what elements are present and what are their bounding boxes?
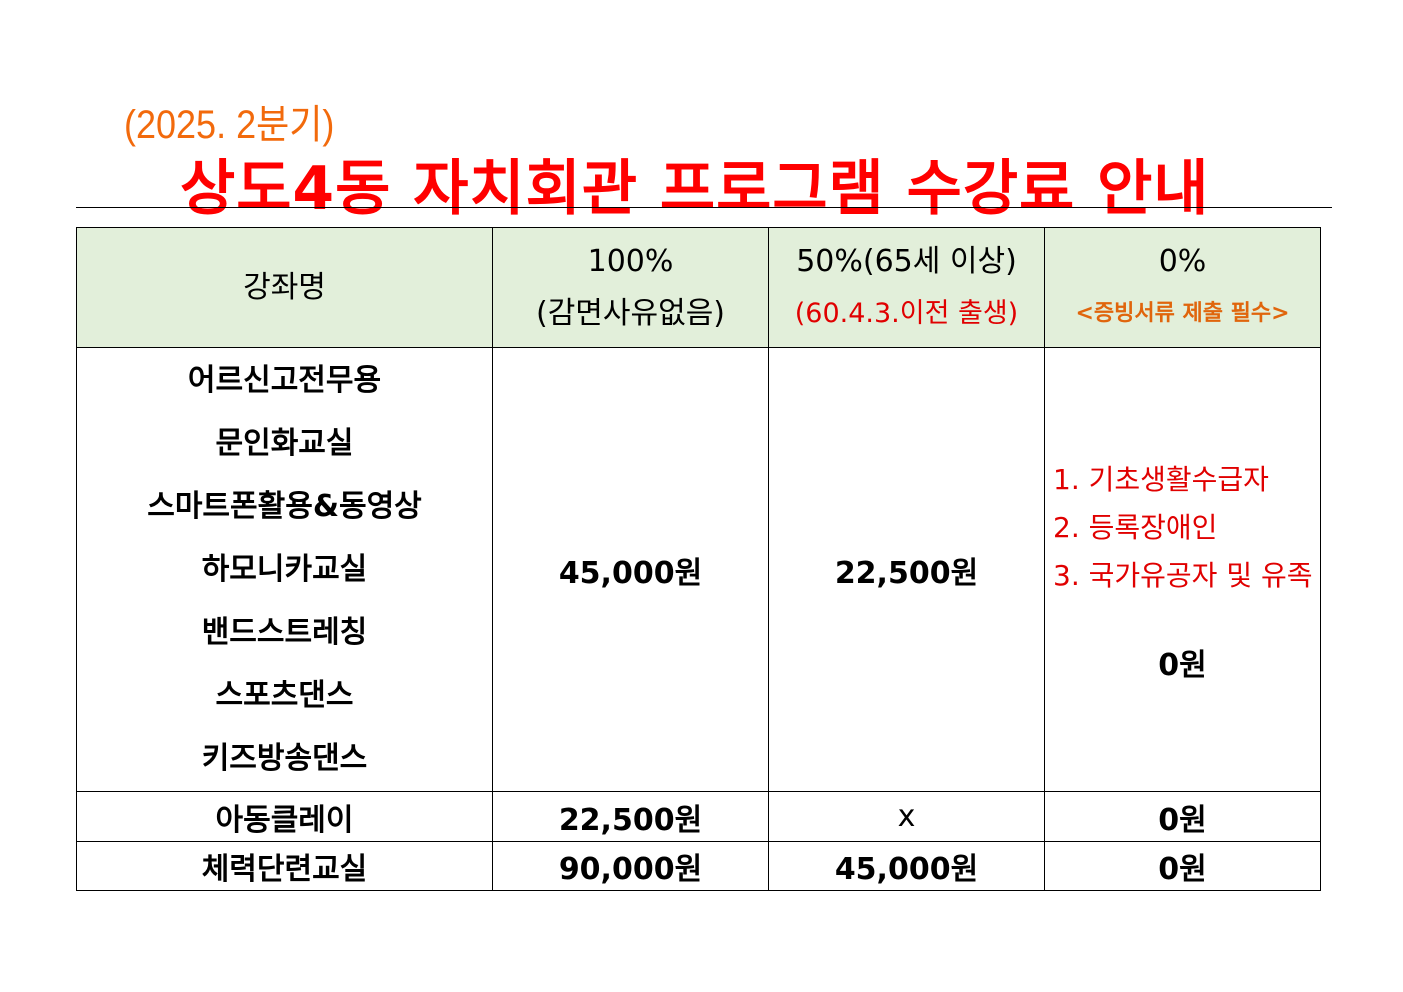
course-name: 키즈방송댄스 <box>201 741 368 776</box>
table-row: 체력단련교실 90,000원 45,000원 0원 <box>76 841 1321 891</box>
table-row: 아동클레이 22,500원 x 0원 <box>76 791 1321 842</box>
course-list: 어르신고전무용 문인화교실 스마트폰활용&동영상 하모니카교실 밴드스트레칭 스… <box>76 347 493 792</box>
fee-full: 90,000원 <box>492 841 769 891</box>
fee-exempt: 0원 <box>1044 841 1321 891</box>
course-name: 어르신고전무용 <box>187 363 382 398</box>
fee-exempt: 0원 <box>1044 791 1321 842</box>
header-text: 50%(65세 이상) <box>796 243 1017 279</box>
header-subtext: <증빙서류 제출 필수> <box>1075 300 1290 326</box>
exempt-conditions: 1. 기초생활수급자 2. 등록장애인 3. 국가유공자 및 유족 <box>1045 456 1320 600</box>
header-exempt: 0% <증빙서류 제출 필수> <box>1044 227 1321 348</box>
header-text: 100% <box>587 243 674 279</box>
course-name: 하모니카교실 <box>201 552 368 587</box>
condition-item: 2. 등록장애인 <box>1053 510 1218 544</box>
condition-item: 1. 기초생활수급자 <box>1053 462 1269 496</box>
condition-item: 3. 국가유공자 및 유족 <box>1053 558 1313 592</box>
table-header-row: 강좌명 100% (감면사유없음) 50%(65세 이상) (60.4.3.이전 출… <box>76 227 1321 348</box>
course-name: 스마트폰활용&동영상 <box>147 489 422 524</box>
fee-table: 강좌명 100% (감면사유없음) 50%(65세 이상) (60.4.3.이전 출… <box>76 227 1321 891</box>
course-name: 스포츠댄스 <box>215 678 354 713</box>
course-name: 문인화교실 <box>215 426 354 461</box>
header-course-name: 강좌명 <box>76 227 493 348</box>
page-title: 상도4동 자치회관 프로그램 수강료 안내 <box>180 154 1210 224</box>
fee-full: 45,000원 <box>492 347 769 792</box>
fee-full: 22,500원 <box>492 791 769 842</box>
course-name: 체력단련교실 <box>76 841 493 891</box>
header-half: 50%(65세 이상) (60.4.3.이전 출생) <box>768 227 1045 348</box>
table-row: 어르신고전무용 문인화교실 스마트폰활용&동영상 하모니카교실 밴드스트레칭 스… <box>76 347 1321 792</box>
fee-half: 22,500원 <box>768 347 1045 792</box>
header-subtext: (감면사유없음) <box>535 295 725 331</box>
fee-half: x <box>768 791 1045 842</box>
course-name: 밴드스트레칭 <box>201 615 368 650</box>
fee-half: 45,000원 <box>768 841 1045 891</box>
header-text: 0% <box>1158 243 1207 279</box>
fee-exempt: 1. 기초생활수급자 2. 등록장애인 3. 국가유공자 및 유족 0원 <box>1044 347 1321 792</box>
period-label: (2025. 2분기) <box>124 103 335 147</box>
header-text: 강좌명 <box>243 269 326 305</box>
divider <box>76 207 1332 208</box>
header-subtext: (60.4.3.이전 출생) <box>794 297 1019 329</box>
header-full: 100% (감면사유없음) <box>492 227 769 348</box>
exempt-fee: 0원 <box>1158 647 1207 683</box>
course-name: 아동클레이 <box>76 791 493 842</box>
